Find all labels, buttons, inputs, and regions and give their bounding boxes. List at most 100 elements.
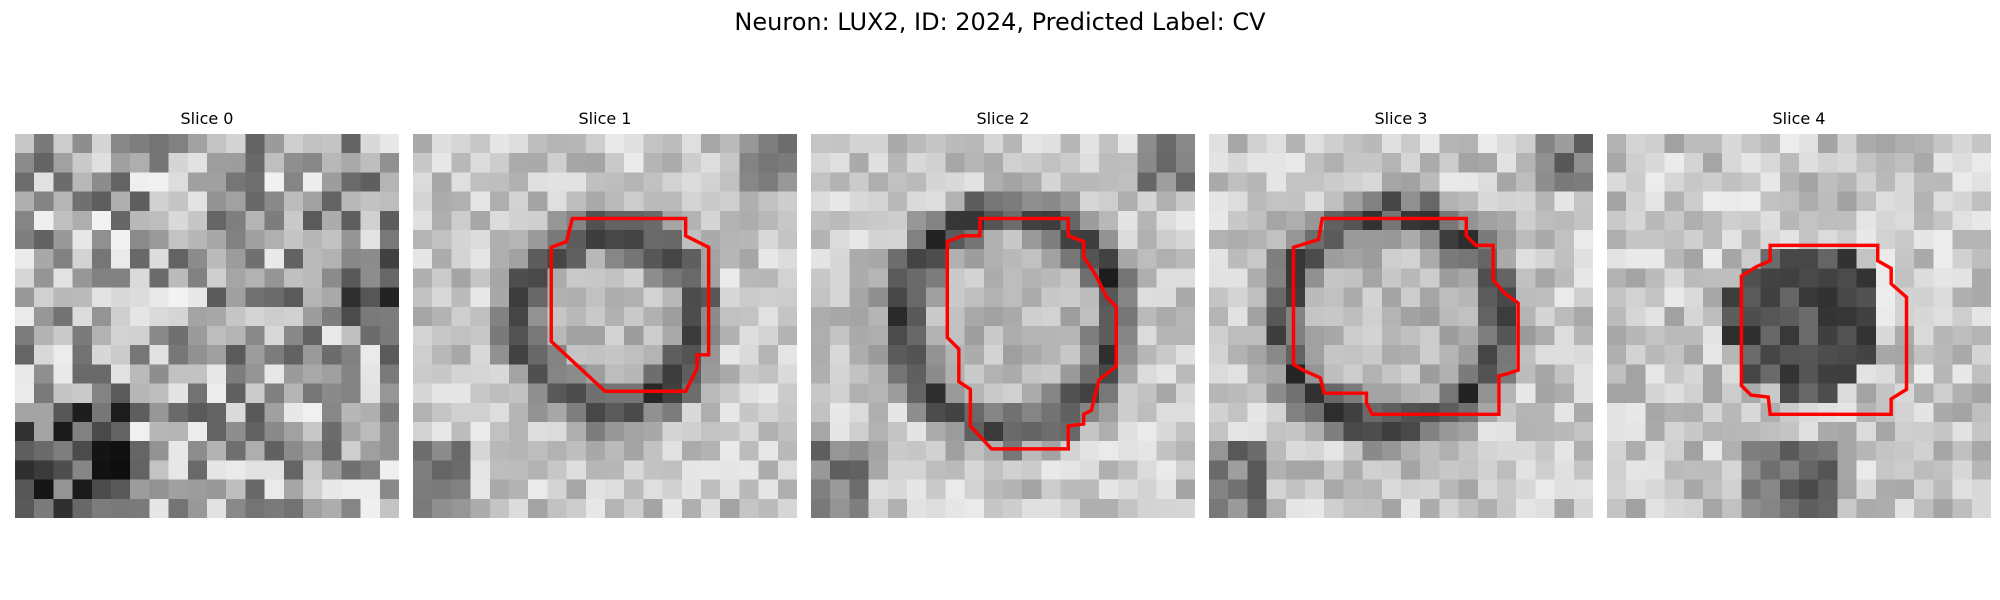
pixel xyxy=(1060,479,1081,500)
pixel xyxy=(758,364,779,384)
pixel xyxy=(264,268,285,288)
pixel xyxy=(585,460,606,480)
pixel xyxy=(605,326,625,346)
pixel xyxy=(360,383,381,404)
pixel xyxy=(528,383,548,404)
pixel xyxy=(1952,153,1973,173)
pixel xyxy=(470,249,491,269)
pixel xyxy=(53,498,73,518)
pixel xyxy=(168,153,189,173)
pixel xyxy=(1118,326,1138,346)
pixel xyxy=(1099,210,1119,231)
pixel xyxy=(777,191,797,212)
pixel xyxy=(849,460,869,480)
pixel xyxy=(720,134,740,154)
pixel xyxy=(1818,268,1838,288)
pixel xyxy=(777,383,797,404)
pixel xyxy=(1818,191,1838,212)
pixel xyxy=(489,172,510,192)
pixel xyxy=(489,402,510,423)
pixel xyxy=(605,402,625,423)
pixel xyxy=(1305,441,1325,461)
pixel xyxy=(1799,460,1819,480)
pixel xyxy=(1837,383,1857,404)
pixel xyxy=(945,402,965,423)
pixel xyxy=(547,383,567,404)
pixel xyxy=(1285,326,1306,346)
pixel xyxy=(432,191,452,212)
pixel xyxy=(1362,210,1383,231)
pixel xyxy=(1741,441,1761,461)
pixel xyxy=(945,210,965,231)
pixel xyxy=(432,460,452,480)
pixel xyxy=(509,191,529,212)
pixel xyxy=(777,287,797,308)
pixel xyxy=(1381,498,1402,518)
pixel xyxy=(1439,210,1459,231)
pixel xyxy=(130,191,150,212)
pixel xyxy=(187,306,208,327)
pixel xyxy=(830,172,850,192)
pixel xyxy=(1664,268,1685,288)
pixel xyxy=(1156,441,1177,461)
pixel xyxy=(1118,402,1138,423)
pixel xyxy=(1175,287,1195,308)
pixel xyxy=(15,460,35,480)
pixel xyxy=(379,422,399,442)
pixel xyxy=(1137,287,1157,308)
pixel xyxy=(1516,153,1536,173)
pixel xyxy=(1324,134,1344,154)
pixel xyxy=(1285,172,1306,192)
pixel xyxy=(605,441,625,461)
pixel xyxy=(1952,306,1973,327)
pixel xyxy=(283,383,304,404)
pixel xyxy=(207,326,227,346)
pixel xyxy=(1362,441,1383,461)
pixel xyxy=(111,172,131,192)
pixel xyxy=(432,383,452,404)
pixel xyxy=(1497,134,1517,154)
pixel xyxy=(34,134,54,154)
pixel xyxy=(1895,210,1915,231)
pixel xyxy=(1175,268,1195,288)
pixel xyxy=(1971,287,1991,308)
pixel xyxy=(1458,383,1479,404)
pixel xyxy=(168,191,189,212)
pixel xyxy=(226,306,246,327)
pixel xyxy=(207,306,227,327)
pixel xyxy=(1626,479,1646,500)
pixel xyxy=(1118,498,1138,518)
pixel xyxy=(1703,326,1723,346)
pixel xyxy=(187,268,208,288)
pixel xyxy=(643,210,663,231)
pixel xyxy=(1607,441,1627,461)
pixel xyxy=(1420,172,1440,192)
pixel xyxy=(1818,210,1838,231)
pixel xyxy=(413,402,433,423)
pixel xyxy=(868,249,889,269)
pixel xyxy=(1760,191,1781,212)
pixel xyxy=(1156,134,1177,154)
pixel xyxy=(187,422,208,442)
pixel xyxy=(1971,441,1991,461)
pixel xyxy=(1914,287,1934,308)
pixel xyxy=(1703,230,1723,250)
pixel xyxy=(1401,402,1421,423)
pixel xyxy=(1607,287,1627,308)
pixel xyxy=(964,306,985,327)
pixel xyxy=(1933,287,1953,308)
pixel xyxy=(111,326,131,346)
pixel xyxy=(1607,383,1627,404)
pixel xyxy=(605,498,625,518)
pixel xyxy=(245,479,265,500)
pixel xyxy=(432,134,452,154)
pixel xyxy=(303,402,323,423)
pixel xyxy=(1516,441,1536,461)
pixel xyxy=(777,345,797,365)
pixel xyxy=(1439,172,1459,192)
pixel xyxy=(1305,460,1325,480)
pixel xyxy=(605,422,625,442)
pixel xyxy=(739,268,759,288)
pixel xyxy=(187,345,208,365)
pixel xyxy=(1362,230,1383,250)
